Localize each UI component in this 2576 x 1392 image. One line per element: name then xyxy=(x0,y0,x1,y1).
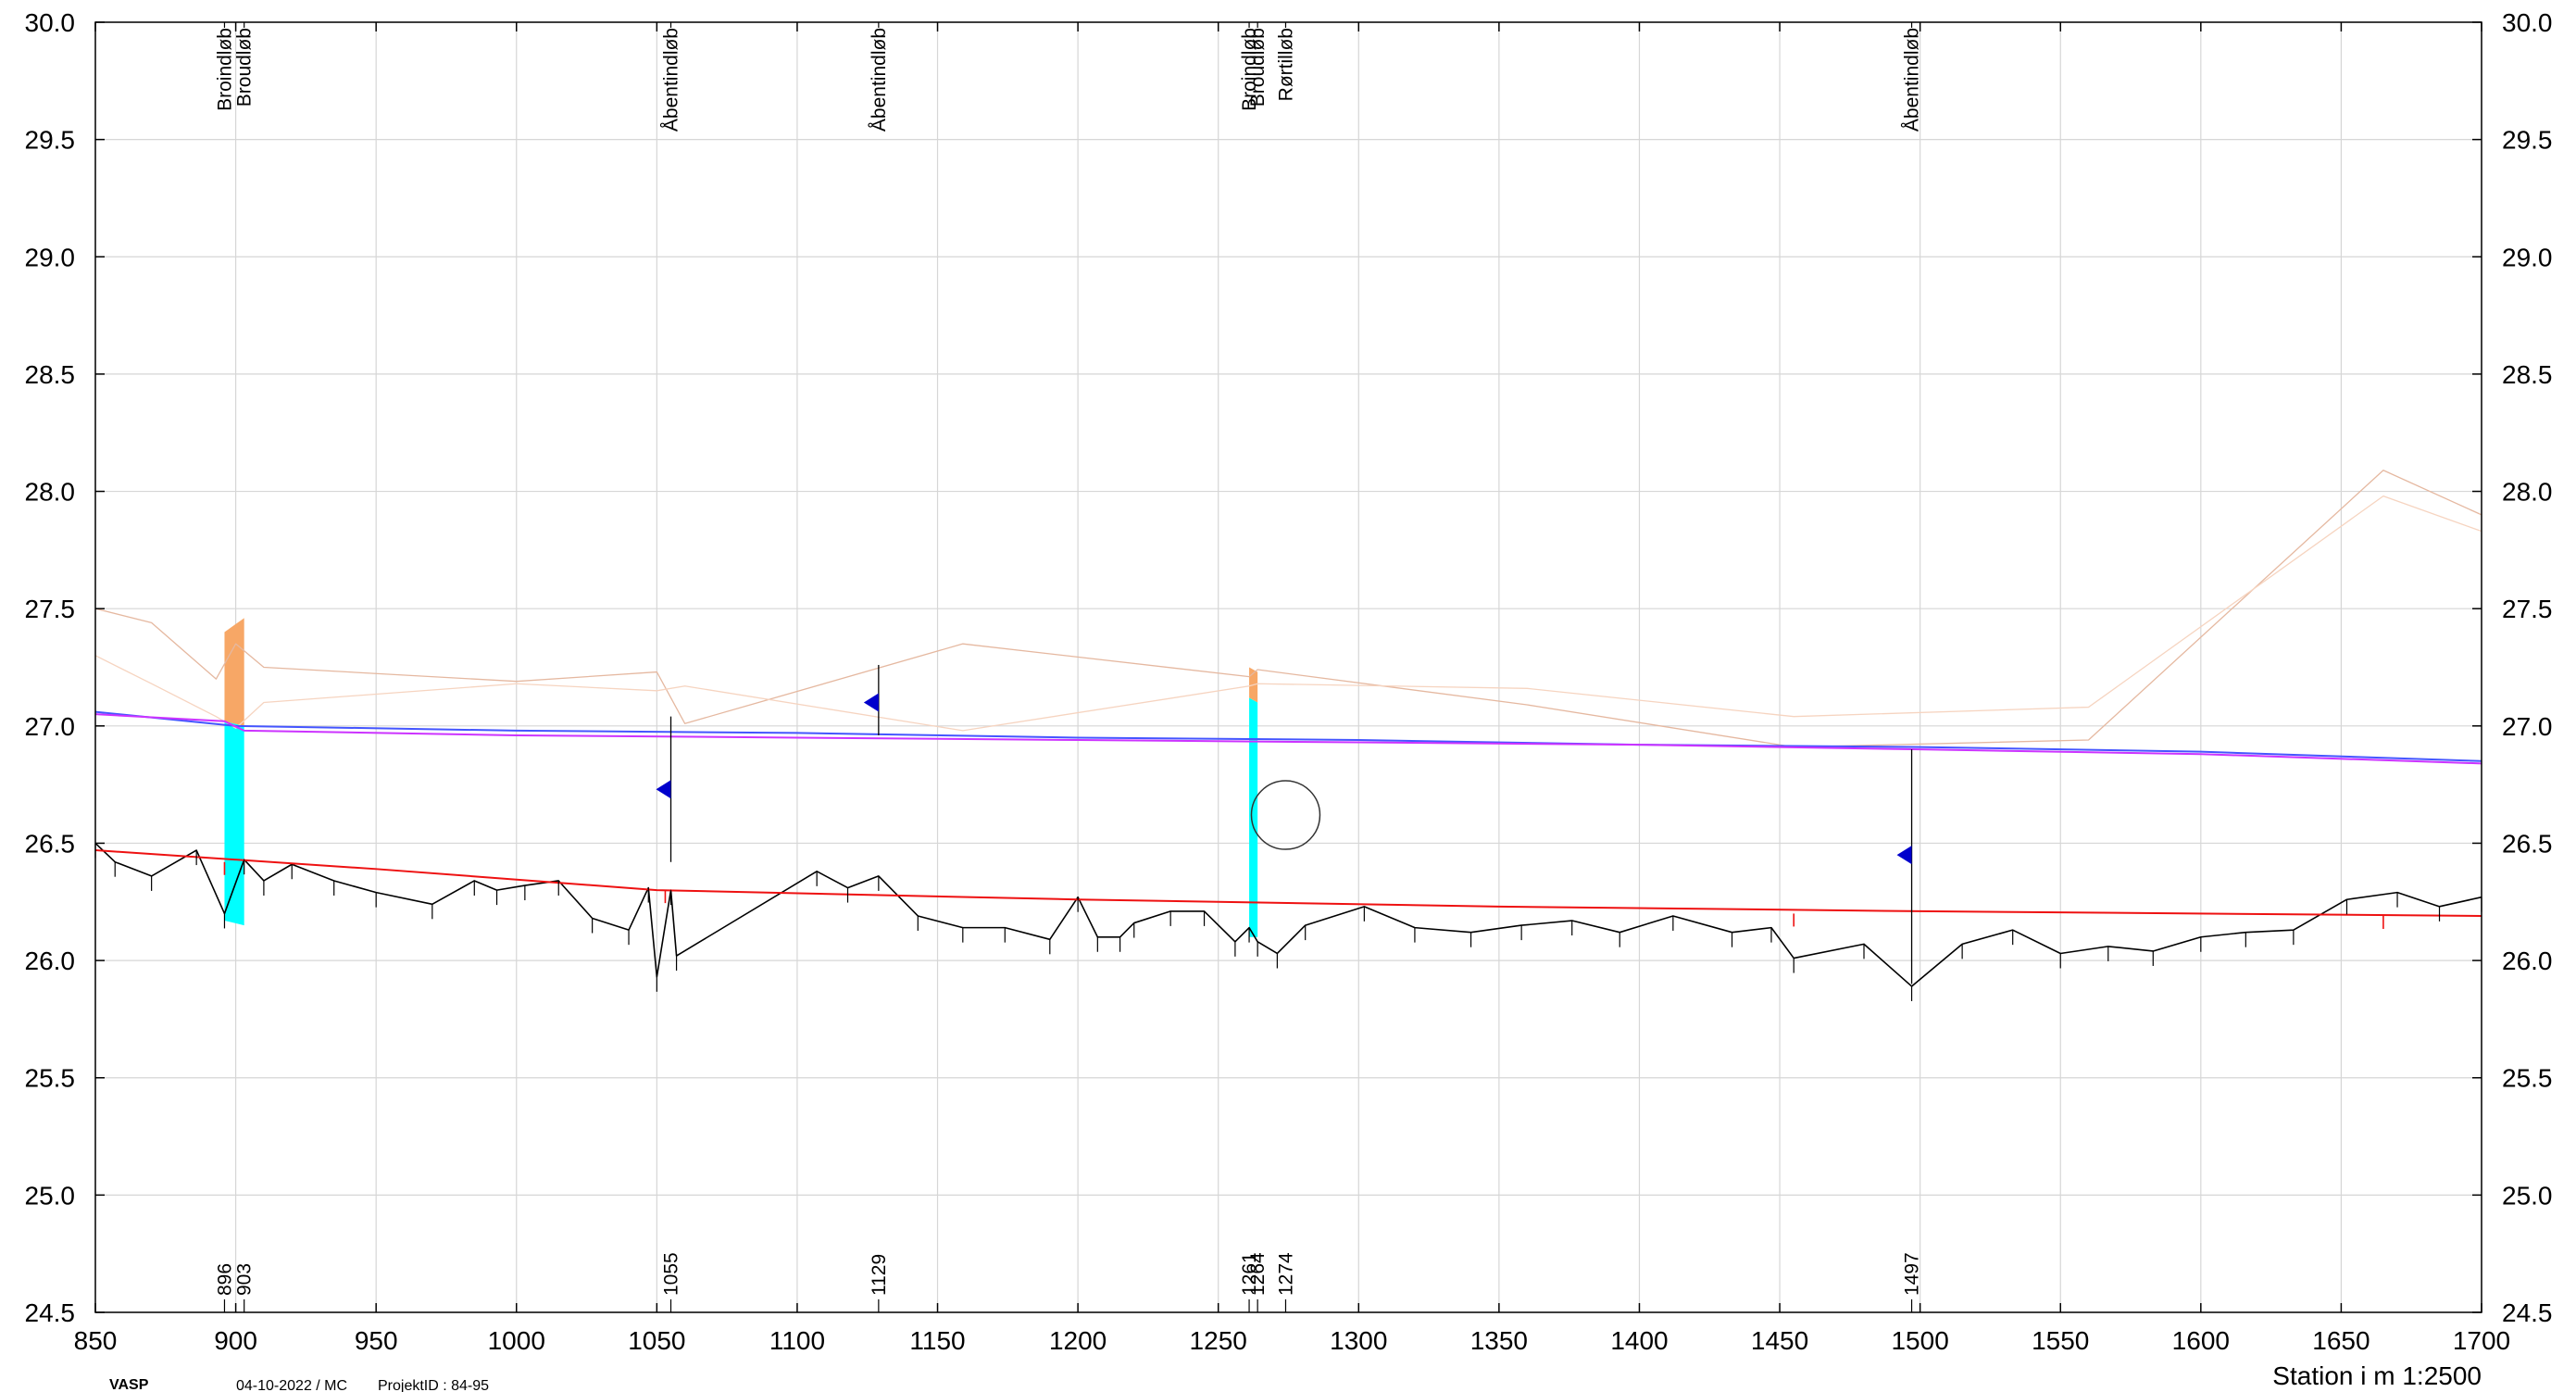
series-bed xyxy=(94,842,2482,987)
series-water-level-2 xyxy=(94,713,2482,765)
y-tick-label-left: 25.5 xyxy=(25,1064,76,1093)
x-tick-label: 900 xyxy=(214,1326,257,1355)
plot-frame xyxy=(94,21,2482,1313)
y-tick-label-right: 26.0 xyxy=(2502,947,2553,975)
series-design-bed xyxy=(94,849,2482,917)
x-tick-label: 1300 xyxy=(1330,1326,1387,1355)
x-tick-label: 1050 xyxy=(628,1326,685,1355)
y-tick-label-right: 24.5 xyxy=(2502,1298,2553,1327)
x-tick-label: 1100 xyxy=(769,1326,825,1355)
x-tick-label: 1000 xyxy=(488,1326,545,1355)
structure-name-label: Åbentindløb xyxy=(661,28,682,132)
opening-fill xyxy=(1249,697,1258,937)
deck-fill xyxy=(224,618,244,726)
structure-name-label: Åbentindløb xyxy=(869,28,890,132)
series-water-level-1 xyxy=(94,710,2482,762)
y-tick-label-left: 26.0 xyxy=(25,947,76,975)
structure-name-label: Broudløb xyxy=(1247,28,1269,107)
structure-markers xyxy=(94,22,2482,1312)
x-tick-label: 1550 xyxy=(2032,1326,2089,1355)
water-level-marker xyxy=(1896,846,1912,865)
y-tick-label-right: 28.5 xyxy=(2502,360,2553,389)
structure-name-label: Åbentindløb xyxy=(1902,28,1923,132)
plot-border xyxy=(94,21,2482,1313)
y-tick-label-left: 29.0 xyxy=(25,243,76,271)
structure-name-label: Broudløb xyxy=(234,28,256,107)
x-tick-label: 1250 xyxy=(1190,1326,1247,1355)
culvert-outline xyxy=(1250,780,1321,850)
x-tick-label: 1150 xyxy=(909,1326,965,1355)
y-tick-label-left: 29.5 xyxy=(25,126,76,155)
structure-station-label: 903 xyxy=(234,1263,256,1296)
y-tick-label-left: 27.0 xyxy=(25,712,76,741)
grid xyxy=(94,21,2482,1313)
y-tick-label-left: 27.5 xyxy=(25,595,76,623)
footer-project: ProjektID : 84-95 xyxy=(378,1378,489,1392)
x-tick-label: 850 xyxy=(74,1326,118,1355)
axis-labels: 24.5 24.5 25.0 25.0 25.5 25.5 26.0 26.0 26.5 26.5… xyxy=(25,8,2553,1355)
x-tick-label: 1400 xyxy=(1610,1326,1668,1355)
y-tick-label-left: 28.5 xyxy=(25,360,76,389)
x-tick-label: 1350 xyxy=(1470,1326,1528,1355)
y-tick-label-right: 27.5 xyxy=(2502,595,2553,623)
structure-station-label: 1264 xyxy=(1247,1252,1269,1296)
y-tick-label-left: 24.5 xyxy=(25,1298,76,1327)
x-tick-label: 1700 xyxy=(2453,1326,2510,1355)
series-lines xyxy=(94,470,2482,987)
structure-station-label: 1129 xyxy=(869,1254,890,1296)
y-tick-label-left: 30.0 xyxy=(25,8,76,37)
y-tick-label-left: 28.0 xyxy=(25,478,76,507)
y-tick-label-right: 25.5 xyxy=(2502,1064,2553,1093)
x-tick-label: 1600 xyxy=(2172,1326,2230,1355)
series-bank-left xyxy=(94,470,2482,748)
structure-station-label: 1497 xyxy=(1902,1252,1923,1296)
y-tick-label-left: 25.0 xyxy=(25,1181,76,1210)
x-tick-label: 1650 xyxy=(2312,1326,2370,1355)
series-bank-right xyxy=(94,495,2482,732)
y-tick-label-right: 25.0 xyxy=(2502,1181,2553,1210)
structure-station-label: 1261 xyxy=(1239,1252,1260,1296)
footer-date: 04-10-2022 / MC xyxy=(236,1378,347,1392)
x-tick-label: 1200 xyxy=(1049,1326,1107,1355)
structure-station-label: 1274 xyxy=(1275,1252,1296,1296)
y-tick-label-right: 27.0 xyxy=(2502,712,2553,741)
footer-logo: VASP xyxy=(109,1377,149,1392)
x-tick-label: 1500 xyxy=(1891,1326,1948,1355)
structure-station-label: 1055 xyxy=(661,1252,682,1296)
structure-fills xyxy=(224,618,1258,937)
structure-name-label: Rørtilløb xyxy=(1275,28,1296,101)
x-tick-label: 1450 xyxy=(1751,1326,1808,1355)
y-tick-label-right: 29.0 xyxy=(2502,243,2553,271)
structure-name-label: Broindløb xyxy=(1239,28,1260,111)
x-tick-label: 950 xyxy=(355,1326,398,1355)
structure-station-label: 896 xyxy=(214,1263,235,1296)
x-axis-title: Station i m 1:2500 xyxy=(2272,1361,2482,1390)
structure-name-label: Broindløb xyxy=(214,28,235,111)
water-level-marker xyxy=(863,693,879,712)
opening-fill xyxy=(224,721,244,926)
y-tick-label-left: 26.5 xyxy=(25,829,76,858)
water-level-marker xyxy=(656,780,671,799)
y-tick-label-right: 26.5 xyxy=(2502,829,2553,858)
y-tick-label-right: 30.0 xyxy=(2502,8,2553,37)
y-tick-label-right: 29.5 xyxy=(2502,126,2553,155)
y-tick-label-right: 28.0 xyxy=(2502,478,2553,507)
